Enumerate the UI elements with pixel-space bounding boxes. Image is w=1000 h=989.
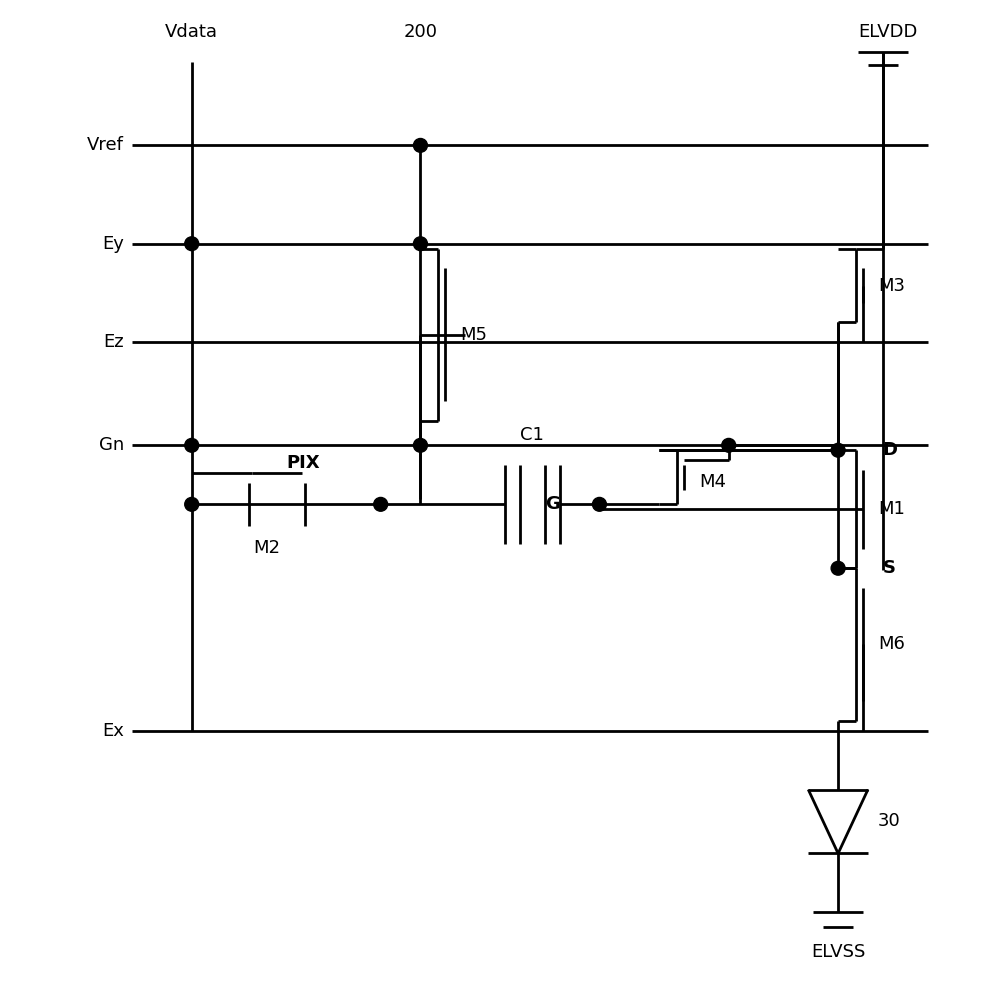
Circle shape [722,438,736,452]
Text: 200: 200 [403,24,437,42]
Text: D: D [883,441,898,459]
Text: 30: 30 [878,813,901,831]
Text: M1: M1 [878,500,905,518]
Text: G: G [545,495,560,513]
Text: ELVSS: ELVSS [811,943,865,960]
Text: M2: M2 [253,539,280,557]
Circle shape [413,138,427,152]
Text: S: S [883,559,896,578]
Circle shape [831,443,845,457]
Text: Ey: Ey [102,234,124,253]
Text: M5: M5 [460,325,487,344]
Text: ELVDD: ELVDD [858,24,918,42]
Circle shape [185,497,199,511]
Text: M4: M4 [699,473,726,492]
Circle shape [374,497,388,511]
Text: M6: M6 [878,636,905,654]
Circle shape [413,236,427,250]
Text: PIX: PIX [287,454,320,472]
Text: M3: M3 [878,277,905,295]
Text: Vref: Vref [87,136,124,154]
Text: Ex: Ex [102,722,124,740]
Circle shape [413,438,427,452]
Text: Vdata: Vdata [165,24,218,42]
Text: C1: C1 [520,426,544,444]
Circle shape [831,562,845,576]
Circle shape [185,236,199,250]
Text: Gn: Gn [99,436,124,454]
Text: Ez: Ez [103,333,124,351]
Circle shape [592,497,606,511]
Circle shape [185,438,199,452]
